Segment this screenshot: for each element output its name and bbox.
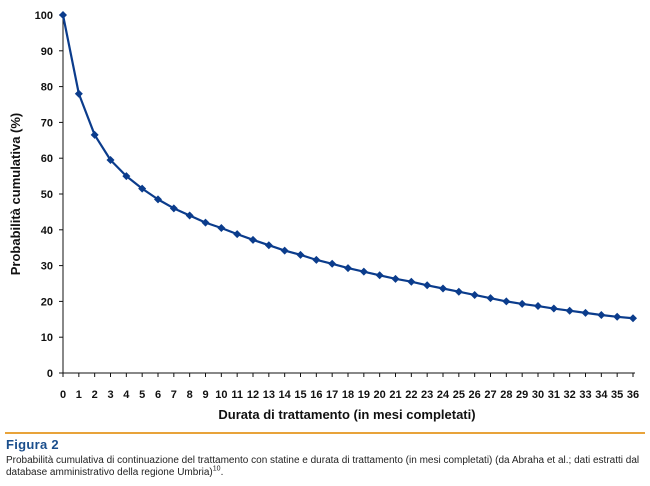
x-tick-label: 22: [405, 389, 417, 401]
data-point: [233, 230, 242, 239]
y-tick-label: 80: [41, 82, 53, 94]
data-point: [391, 274, 400, 283]
x-tick-label: 15: [294, 389, 306, 401]
x-tick-label: 25: [453, 389, 465, 401]
data-point: [328, 259, 337, 268]
x-tick-label: 7: [171, 389, 177, 401]
y-tick-label: 90: [41, 46, 53, 58]
x-tick-label: 30: [532, 389, 544, 401]
data-point: [502, 297, 511, 306]
x-tick-label: 14: [279, 389, 292, 401]
data-point: [138, 184, 147, 193]
y-tick-label: 100: [35, 10, 53, 22]
data-point: [565, 306, 574, 315]
data-point: [264, 241, 273, 250]
x-tick-label: 35: [611, 389, 623, 401]
data-point: [74, 89, 83, 98]
x-tick-label: 17: [326, 389, 338, 401]
x-tick-label: 21: [389, 389, 401, 401]
caption-end: .: [220, 467, 224, 478]
x-tick-label: 1: [76, 389, 82, 401]
caption-line-2: database amministrativo della regione Um…: [6, 467, 213, 478]
x-tick-label: 6: [155, 389, 161, 401]
data-point: [439, 284, 447, 293]
y-tick-label: 40: [41, 225, 53, 237]
data-point: [629, 314, 637, 323]
x-tick-label: 24: [437, 389, 450, 401]
series-line: [61, 14, 634, 320]
data-point: [423, 281, 432, 290]
data-point: [201, 218, 210, 227]
data-point: [122, 172, 131, 181]
figure-caption: Probabilità cumulativa di continuazione …: [6, 455, 646, 479]
chart-series: [59, 11, 637, 323]
x-tick-label: 0: [60, 389, 66, 401]
y-tick-label: 70: [41, 117, 53, 129]
x-tick-label: 23: [421, 389, 433, 401]
data-point: [486, 294, 495, 303]
x-tick-label: 8: [187, 389, 193, 401]
x-tick-label: 27: [484, 389, 496, 401]
data-point: [613, 312, 622, 321]
data-point: [296, 250, 305, 259]
caption-reference: 10: [212, 465, 221, 473]
data-point: [280, 246, 289, 255]
x-tick-label: 31: [548, 389, 560, 401]
x-tick-label: 5: [139, 389, 145, 401]
figure-label: Figura 2: [6, 437, 59, 452]
data-point: [106, 155, 115, 164]
data-point: [375, 271, 384, 280]
x-tick-label: 10: [215, 389, 227, 401]
data-point: [581, 308, 590, 317]
y-tick-label: 30: [41, 261, 53, 273]
data-point: [454, 287, 463, 296]
data-point: [169, 204, 178, 213]
data-point: [549, 304, 558, 313]
y-tick-label: 10: [41, 332, 53, 344]
data-point: [344, 264, 352, 273]
y-tick-label: 50: [41, 189, 53, 201]
data-point: [534, 302, 542, 311]
data-point: [249, 235, 257, 244]
x-axis-title: Durata di trattamento (in mesi completat…: [218, 407, 475, 422]
x-tick-label: 29: [516, 389, 528, 401]
x-tick-label: 13: [263, 389, 275, 401]
data-point: [518, 299, 527, 308]
x-tick-label: 11: [231, 389, 243, 401]
x-tick-label: 12: [247, 389, 259, 401]
x-tick-label: 2: [92, 389, 98, 401]
x-tick-label: 19: [358, 389, 370, 401]
x-tick-label: 34: [595, 389, 608, 401]
x-tick-label: 20: [374, 389, 386, 401]
data-point: [470, 290, 479, 299]
x-tick-label: 3: [107, 389, 113, 401]
x-tick-label: 4: [123, 389, 130, 401]
data-point: [407, 277, 416, 286]
y-axis-title: Probabilità cumulativa (%): [8, 113, 23, 276]
data-point: [185, 211, 194, 220]
data-point: [217, 224, 226, 233]
x-tick-label: 28: [500, 389, 512, 401]
x-tick-label: 18: [342, 389, 354, 401]
data-point: [59, 11, 67, 19]
data-point: [154, 195, 162, 204]
x-tick-label: 16: [310, 389, 322, 401]
x-tick-label: 32: [564, 389, 576, 401]
y-tick-label: 20: [41, 296, 53, 308]
caption-line-1: Probabilità cumulativa di continuazione …: [6, 455, 640, 466]
x-tick-label: 9: [202, 389, 208, 401]
caption-separator: [5, 432, 645, 434]
data-point: [90, 130, 99, 139]
x-tick-label: 26: [469, 389, 481, 401]
data-point: [312, 255, 321, 264]
x-tick-label: 36: [627, 389, 639, 401]
data-point: [359, 267, 368, 276]
y-tick-label: 0: [47, 368, 53, 380]
data-point: [597, 311, 606, 320]
y-tick-label: 60: [41, 153, 53, 165]
x-tick-label: 33: [579, 389, 591, 401]
